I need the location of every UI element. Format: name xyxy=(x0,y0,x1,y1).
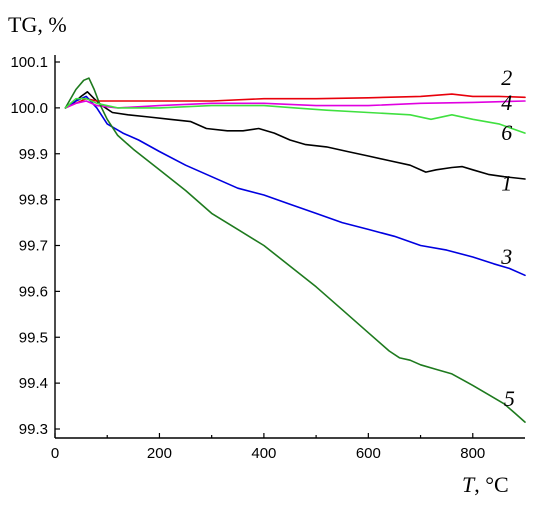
y-tick-label: 99.6 xyxy=(19,283,48,300)
y-tick-label: 99.3 xyxy=(19,421,48,438)
x-tick-label: 800 xyxy=(460,445,485,462)
series-label-4: 4 xyxy=(501,90,512,115)
y-axis-title: TG, % xyxy=(8,12,67,37)
x-tick-label: 200 xyxy=(147,445,172,462)
y-axis-ticks: 99.3 99.4 99.5 99.6 99.7 99.8 99.9 100.0 100.1 xyxy=(10,54,60,438)
y-tick-label: 99.4 xyxy=(19,375,48,392)
series-label-5: 5 xyxy=(504,386,515,411)
series-label-6: 6 xyxy=(501,120,512,145)
y-tick-label: 99.8 xyxy=(19,192,48,209)
series-line-6 xyxy=(64,97,526,134)
series-layer xyxy=(64,77,526,423)
series-label-1: 1 xyxy=(501,170,512,195)
series-line-4 xyxy=(64,100,526,109)
series-label-2: 2 xyxy=(501,65,512,90)
x-axis-ticks: 0 200 400 600 800 xyxy=(51,433,485,462)
y-tick-label: 99.9 xyxy=(19,146,48,163)
y-tick-label: 100.0 xyxy=(10,100,48,117)
series-line-2 xyxy=(64,93,526,109)
x-tick-label: 0 xyxy=(51,445,59,462)
series-line-5 xyxy=(64,77,526,423)
x-axis-title: T, °C xyxy=(462,472,509,497)
x-axis-variable: T xyxy=(462,472,476,497)
series-label-3: 3 xyxy=(500,244,512,269)
x-axis-unit: , °C xyxy=(474,472,508,497)
series-line-3 xyxy=(64,95,526,277)
series-labels: 1 2 3 4 5 6 xyxy=(500,65,515,411)
y-tick-label: 99.7 xyxy=(19,238,48,255)
x-tick-label: 600 xyxy=(356,445,381,462)
y-tick-label: 99.5 xyxy=(19,329,48,346)
y-tick-label: 100.1 xyxy=(10,54,48,71)
x-tick-label: 400 xyxy=(251,445,276,462)
